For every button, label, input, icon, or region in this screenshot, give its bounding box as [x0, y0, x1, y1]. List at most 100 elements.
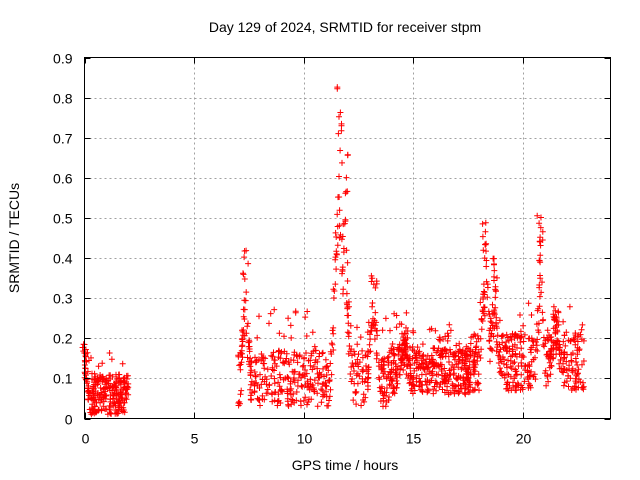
data-point — [380, 373, 387, 380]
data-point — [314, 365, 321, 372]
data-point — [108, 356, 115, 363]
data-point — [391, 385, 398, 392]
data-point — [319, 381, 326, 388]
data-point — [330, 295, 337, 301]
data-point — [436, 384, 443, 390]
data-point — [372, 325, 378, 332]
data-point — [473, 343, 480, 350]
data-point — [567, 375, 574, 382]
x-tick-label: 10 — [297, 431, 313, 447]
data-point — [539, 228, 546, 235]
data-point — [511, 375, 518, 382]
data-point — [337, 231, 344, 238]
data-point — [303, 333, 310, 339]
data-point — [517, 339, 524, 346]
data-point — [409, 376, 415, 383]
y-tick-label: 0.1 — [53, 371, 73, 387]
data-point — [248, 358, 255, 365]
data-point — [351, 368, 357, 374]
data-point — [277, 355, 284, 362]
data-point — [501, 374, 508, 381]
data-point — [477, 335, 484, 342]
data-point — [364, 353, 371, 360]
data-point — [333, 248, 340, 255]
data-point — [350, 397, 357, 404]
data-point — [374, 332, 381, 339]
data-point — [103, 377, 110, 384]
data-point — [433, 359, 440, 366]
data-point — [351, 380, 358, 387]
plot-frame — [84, 57, 611, 419]
data-point — [356, 359, 363, 366]
data-point — [99, 360, 106, 367]
data-point — [548, 337, 555, 344]
data-point — [291, 349, 298, 356]
data-point — [113, 409, 120, 416]
data-point — [520, 322, 527, 329]
data-point — [268, 373, 275, 379]
data-point — [499, 339, 506, 346]
data-point — [447, 349, 454, 356]
data-point — [505, 357, 511, 364]
data-point — [560, 369, 567, 376]
data-point — [368, 272, 375, 279]
data-point — [561, 332, 568, 339]
data-point — [549, 355, 556, 362]
data-point — [562, 342, 569, 349]
data-point — [483, 248, 489, 255]
x-axis-title: GPS time / hours — [292, 457, 399, 473]
data-point — [107, 410, 114, 417]
data-point — [94, 375, 101, 382]
data-point — [543, 382, 550, 389]
data-point — [100, 375, 107, 382]
data-point — [402, 330, 409, 337]
data-point — [236, 398, 243, 405]
data-point — [538, 289, 545, 296]
data-point — [459, 357, 466, 364]
data-point — [338, 127, 345, 134]
y-tick-label: 0.9 — [53, 51, 73, 67]
data-point — [481, 312, 488, 319]
data-point — [571, 383, 578, 390]
data-point — [318, 399, 325, 406]
data-point — [289, 396, 295, 403]
data-point — [458, 385, 465, 392]
data-point — [309, 385, 315, 391]
data-point — [552, 307, 559, 314]
data-point — [536, 284, 543, 291]
data-point — [365, 366, 372, 373]
x-tick-label: 20 — [516, 431, 532, 447]
data-point — [534, 348, 541, 354]
data-point — [565, 383, 572, 390]
data-point — [528, 344, 535, 351]
data-point — [545, 336, 552, 343]
data-point — [287, 387, 294, 394]
data-point — [474, 381, 481, 388]
data-point — [271, 306, 278, 313]
data-point — [550, 325, 557, 332]
data-point — [237, 391, 244, 398]
data-point — [326, 397, 332, 404]
data-point — [481, 255, 488, 262]
data-point — [517, 328, 524, 335]
data-point — [247, 392, 254, 399]
data-point — [486, 327, 493, 334]
data-point — [243, 289, 250, 296]
data-point — [368, 324, 375, 331]
data-point — [348, 364, 355, 370]
data-point — [391, 310, 398, 317]
data-point — [252, 354, 258, 361]
data-point — [120, 378, 127, 385]
data-point — [237, 366, 244, 373]
data-point — [574, 338, 581, 345]
x-tick-label: 0 — [82, 431, 90, 447]
data-point — [378, 366, 385, 373]
data-point — [483, 240, 490, 247]
data-point — [370, 315, 376, 322]
data-point — [442, 372, 448, 379]
data-point — [326, 393, 333, 400]
data-point — [467, 352, 474, 359]
data-point — [572, 355, 579, 362]
data-point — [330, 347, 337, 353]
data-point — [302, 394, 309, 401]
